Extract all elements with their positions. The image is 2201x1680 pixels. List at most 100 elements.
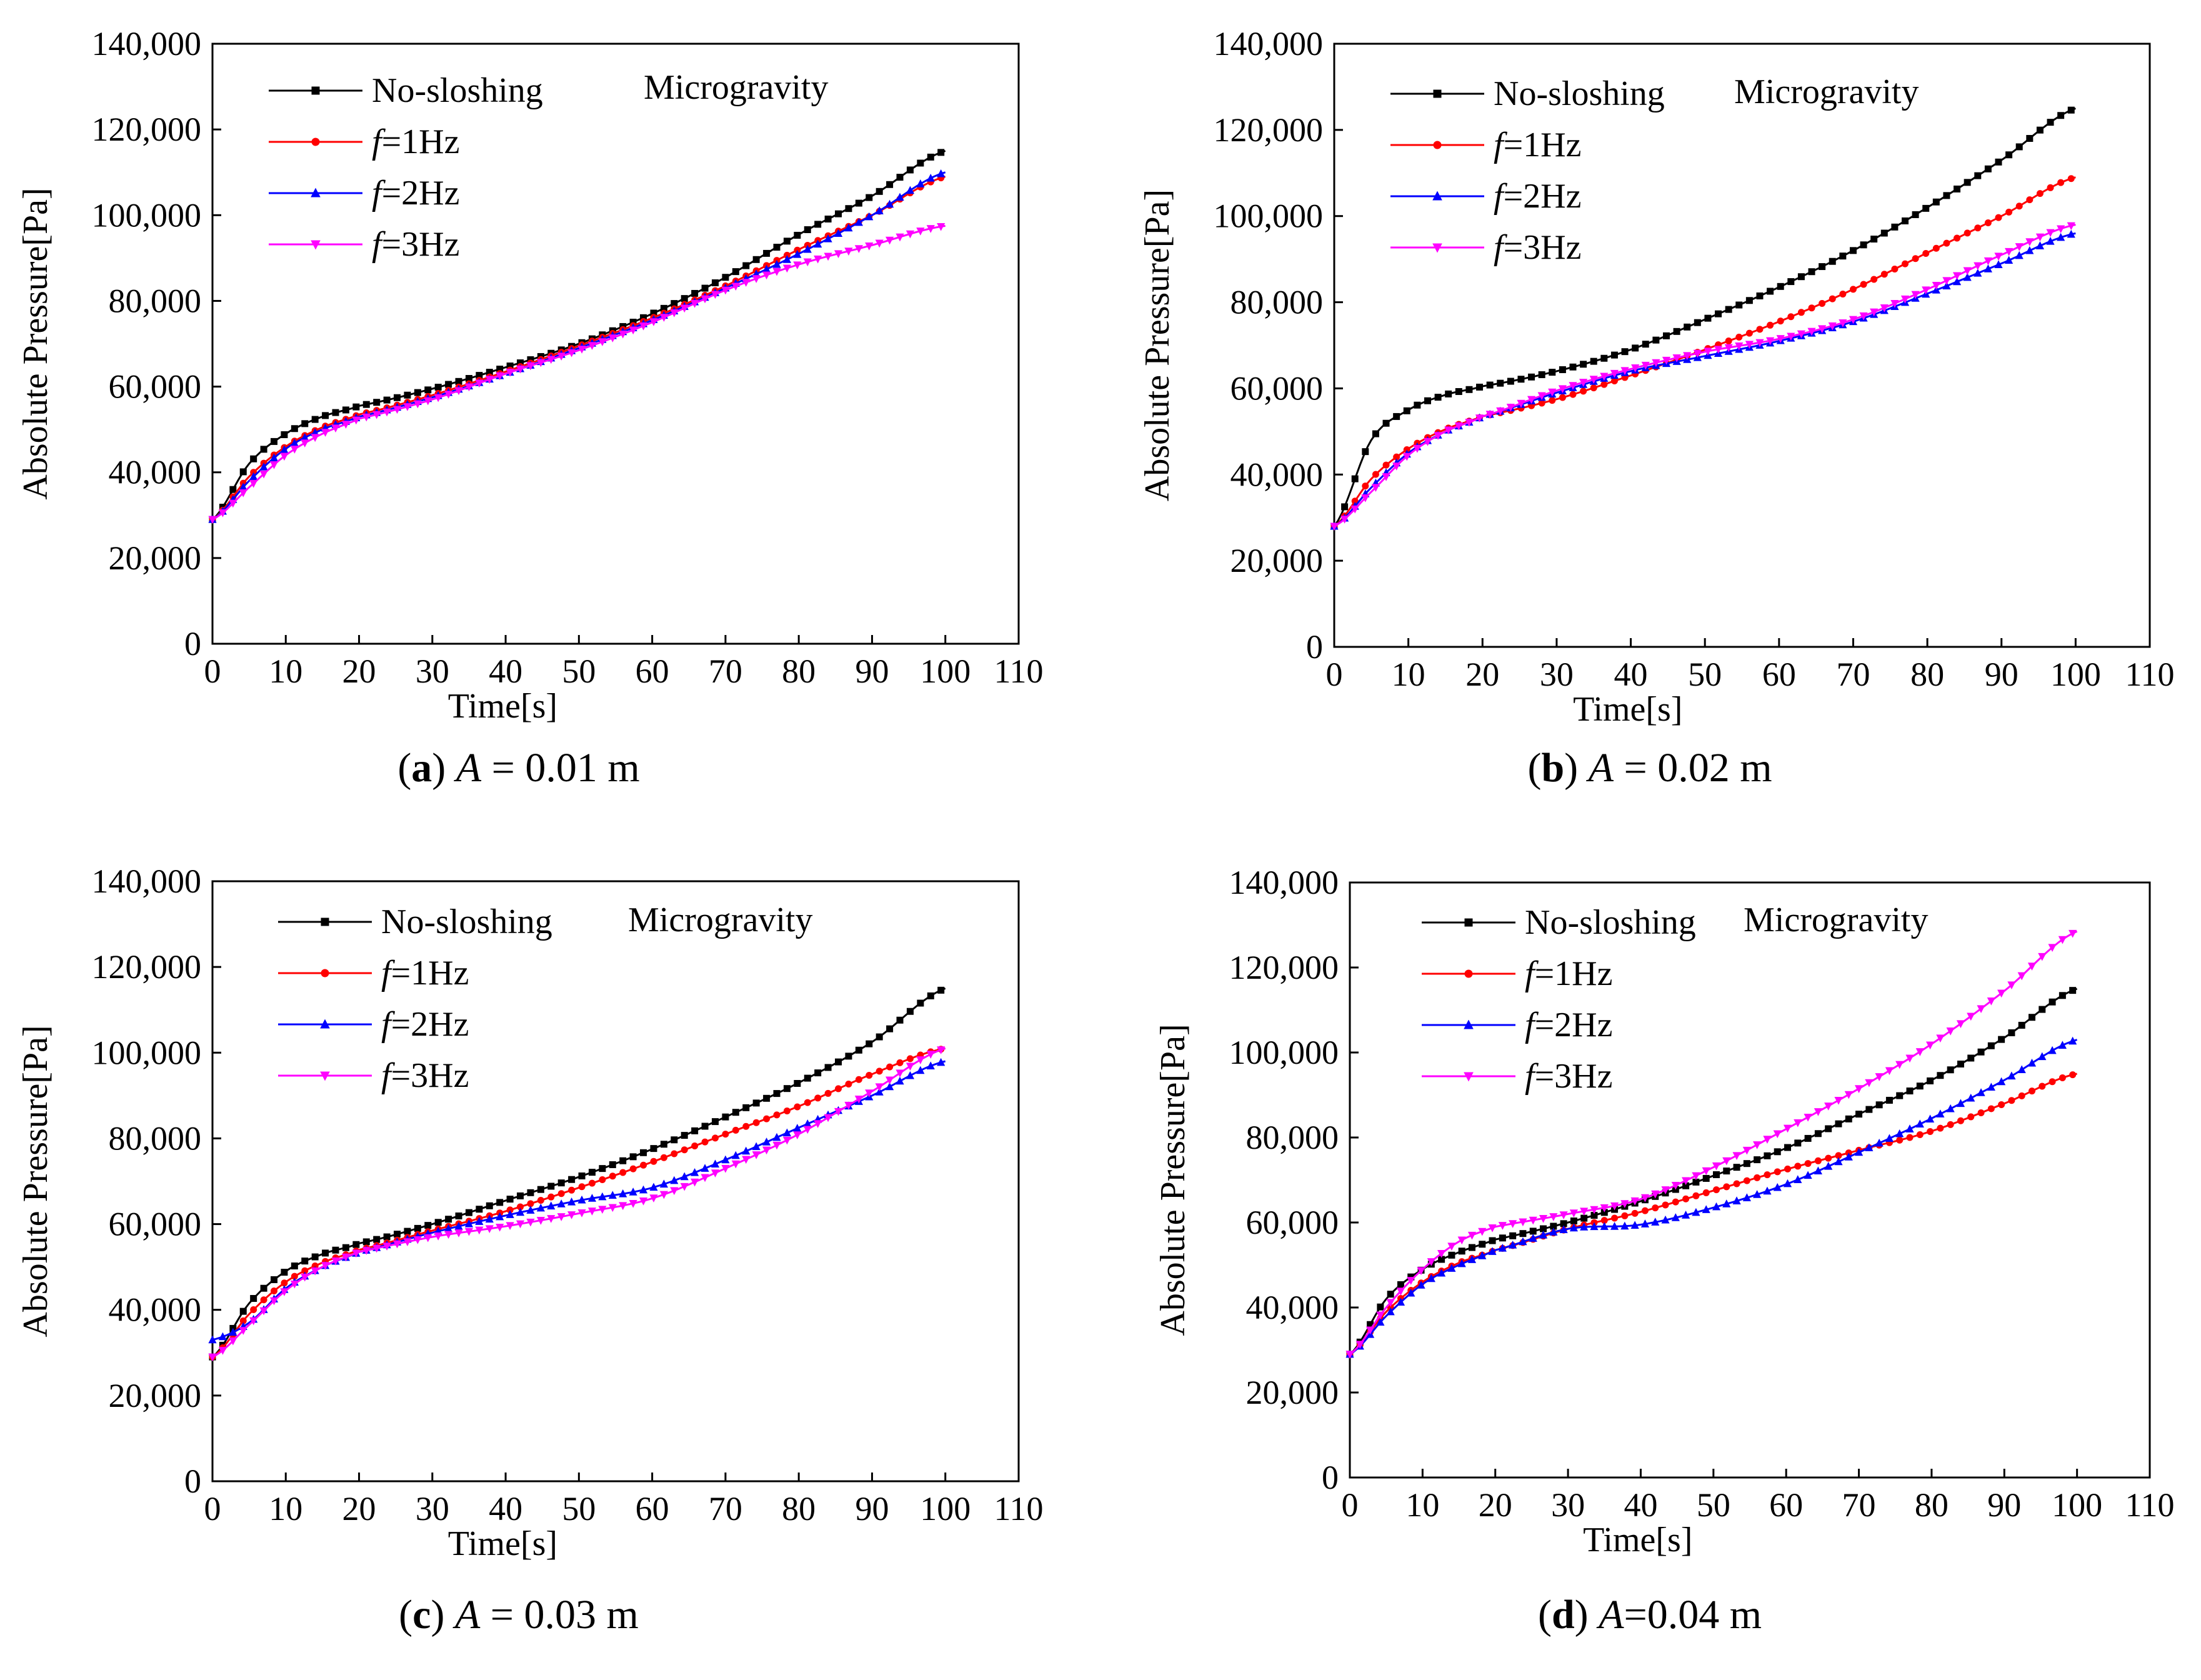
data-point <box>301 1267 309 1274</box>
data-point <box>382 408 391 417</box>
data-point <box>537 1186 544 1193</box>
x-tick-label: 110 <box>2125 656 2175 693</box>
data-point <box>639 1185 648 1194</box>
data-point <box>762 271 771 280</box>
data-point <box>680 1172 689 1181</box>
data-point <box>362 401 370 408</box>
data-point <box>1984 165 1992 172</box>
data-point <box>321 429 330 437</box>
data-point <box>1844 1091 1853 1099</box>
data-point <box>1745 297 1753 304</box>
data-point <box>2069 929 2077 938</box>
x-tick-label: 110 <box>994 1490 1044 1528</box>
data-point <box>1611 1214 1619 1222</box>
data-point <box>845 205 852 212</box>
data-point <box>773 1090 781 1098</box>
data-point <box>1967 1054 1975 1062</box>
data-point <box>670 309 679 318</box>
data-point <box>557 1213 566 1221</box>
data-point <box>835 1058 842 1066</box>
data-point <box>649 1194 658 1202</box>
data-point <box>814 1120 822 1128</box>
panel-caption: (c) A = 0.03 m <box>399 1592 639 1638</box>
data-point <box>854 1096 863 1104</box>
data-point <box>526 1218 535 1227</box>
data-point <box>1382 473 1390 481</box>
y-tick-label: 20,000 <box>1246 1374 1339 1411</box>
data-point <box>342 1244 349 1251</box>
data-point <box>1610 1222 1619 1230</box>
y-tick-label: 140,000 <box>1229 864 1339 901</box>
data-point <box>2039 1006 2046 1013</box>
data-point <box>1814 1157 1822 1164</box>
data-point <box>1954 185 1961 192</box>
data-point <box>896 1076 904 1085</box>
data-point <box>742 1146 751 1155</box>
legend-marker <box>1464 1072 1474 1082</box>
annotation-microgravity: Microgravity <box>1744 901 1928 939</box>
data-point <box>1558 385 1567 394</box>
data-point <box>681 1146 688 1154</box>
data-point <box>2004 248 2014 256</box>
data-point <box>1529 1228 1537 1235</box>
data-point <box>1539 1230 1548 1239</box>
data-point <box>1745 341 1754 349</box>
data-point <box>1977 1048 1985 1056</box>
x-tick-label: 90 <box>855 1490 889 1528</box>
data-point <box>1997 989 2006 998</box>
data-point <box>824 1114 832 1122</box>
data-point <box>1630 1197 1639 1206</box>
data-point <box>536 359 545 368</box>
data-point <box>434 383 442 391</box>
data-point <box>506 1222 514 1231</box>
legend-entry: No-sloshing <box>278 902 552 941</box>
data-point <box>772 268 781 276</box>
data-point <box>1548 388 1557 397</box>
data-point <box>1529 1216 1537 1225</box>
data-point <box>845 1081 852 1088</box>
data-point <box>1967 1113 1975 1121</box>
data-point <box>1509 1241 1517 1249</box>
data-point <box>2067 106 2075 114</box>
legend-marker <box>321 918 329 926</box>
data-point <box>1580 1208 1589 1216</box>
data-point <box>1345 1351 1354 1359</box>
data-point <box>568 1176 576 1183</box>
data-point <box>1895 1061 1904 1069</box>
data-point <box>731 1160 740 1169</box>
data-point <box>722 274 729 281</box>
data-point <box>1580 1222 1589 1231</box>
data-point <box>496 1223 504 1232</box>
data-point <box>1964 179 1971 186</box>
data-point <box>1682 1177 1690 1186</box>
series-f1hz <box>209 1046 946 1361</box>
data-point <box>208 1335 217 1344</box>
data-point <box>886 1082 894 1091</box>
data-point <box>587 342 597 350</box>
data-point <box>1651 1190 1660 1199</box>
data-point <box>2025 238 2034 246</box>
data-point <box>599 1176 606 1183</box>
data-point <box>464 1228 474 1236</box>
data-point <box>1499 1234 1506 1242</box>
legend-label: f=1Hz <box>1525 954 1612 993</box>
data-point <box>659 1179 668 1188</box>
data-point <box>486 369 493 376</box>
data-point <box>1943 192 1950 199</box>
x-tick-label: 20 <box>1479 1486 1512 1524</box>
data-point <box>2025 246 2034 254</box>
legend-marker <box>1464 969 1473 978</box>
y-axis-label: Absolute Pressure[Pa] <box>1154 1024 1192 1336</box>
data-point <box>772 1141 781 1150</box>
data-point <box>1580 1214 1588 1222</box>
data-point <box>1937 1124 1944 1132</box>
data-point <box>239 468 247 476</box>
data-point <box>269 1297 279 1306</box>
x-tick-label: 100 <box>920 1490 971 1528</box>
data-point <box>517 1203 524 1211</box>
data-point <box>2026 134 2034 142</box>
data-point <box>681 1132 688 1139</box>
data-point <box>578 1172 586 1179</box>
data-point <box>1777 318 1784 325</box>
data-point <box>506 369 514 377</box>
